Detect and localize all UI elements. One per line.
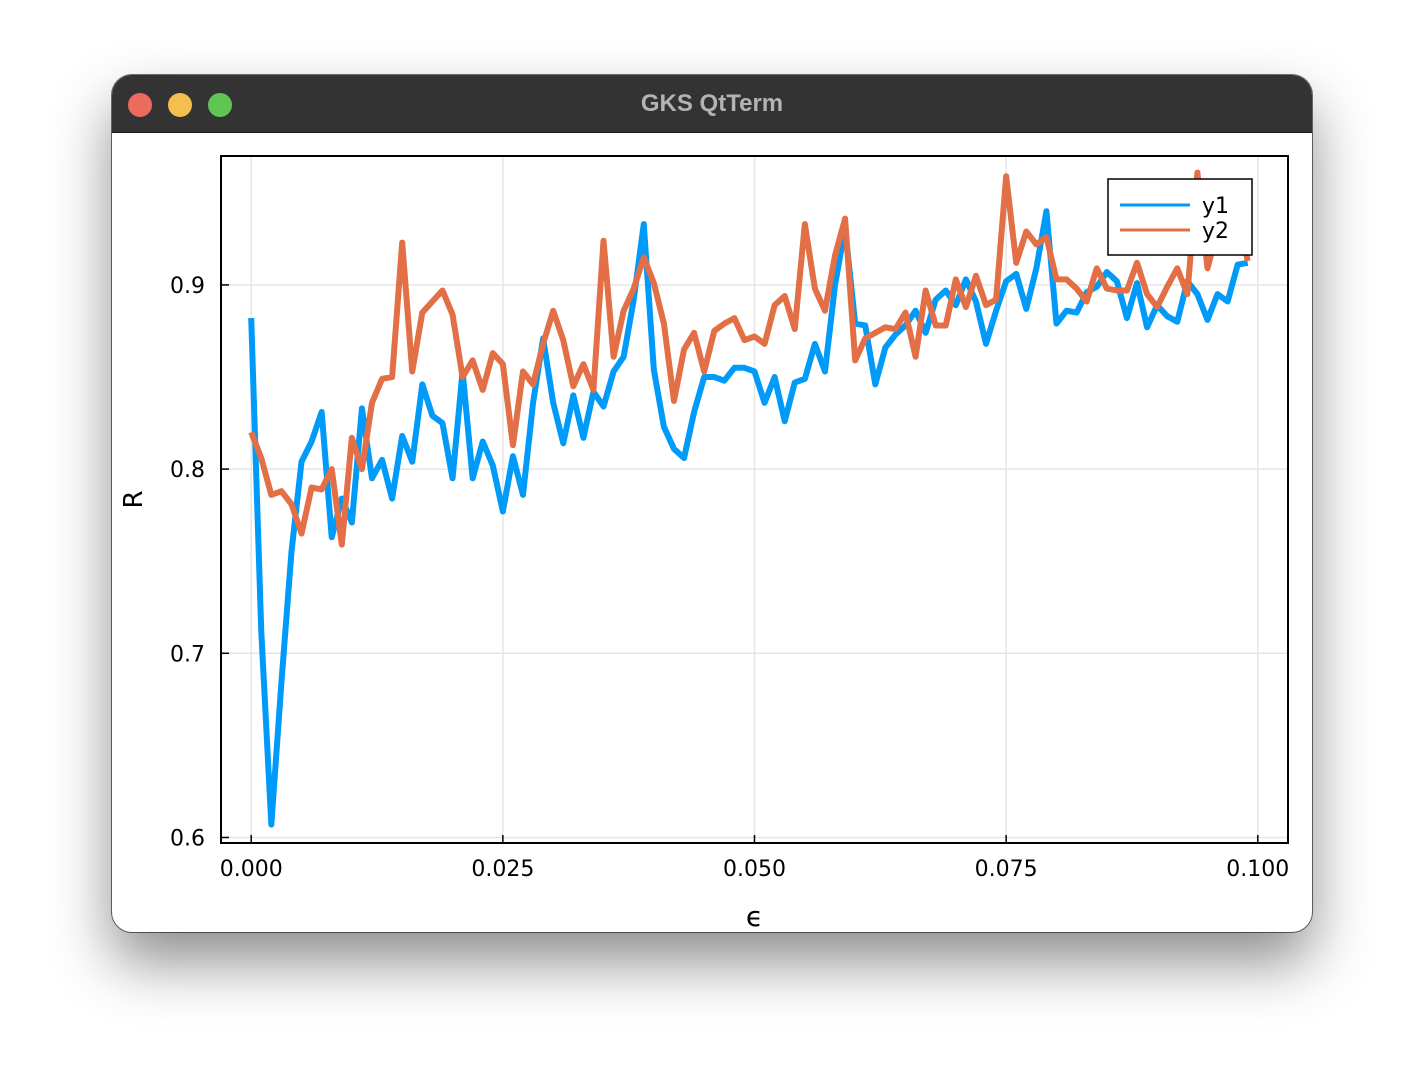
maximize-button[interactable] (208, 93, 232, 117)
plot-area: 0.000 0.025 0.050 0.075 0.100 0.6 0.7 0.8 0.9 ϵ … (112, 133, 1312, 932)
legend: y1 y2 (1107, 178, 1253, 256)
x-tick-label: 0.100 (1226, 857, 1289, 882)
axis-ticks: 0.000 0.025 0.050 0.075 0.100 0.6 0.7 0.8 0.9 (170, 274, 1289, 882)
x-tick-label: 0.025 (471, 857, 534, 882)
x-tick-label: 0.075 (975, 857, 1038, 882)
y-axis-label: R (119, 490, 149, 508)
x-tick-label: 0.050 (723, 857, 786, 882)
legend-label-y1: y1 (1202, 194, 1229, 219)
series-line-y2 (248, 169, 1251, 548)
plot-window: GKS QtTerm 0.000 0.025 0.050 0.075 0.100 0.6 0… (112, 75, 1312, 932)
window-title: GKS QtTerm (640, 90, 784, 117)
y-tick-label: 0.9 (170, 274, 205, 299)
minimize-button[interactable] (168, 93, 192, 117)
series-line-y1 (248, 208, 1249, 828)
y-tick-label: 0.8 (170, 458, 205, 483)
y-tick-label: 0.7 (170, 642, 205, 667)
legend-box (1107, 178, 1253, 256)
y-tick-label: 0.6 (170, 826, 205, 851)
title-bar[interactable]: GKS QtTerm (112, 75, 1312, 133)
legend-label-y2: y2 (1202, 219, 1229, 244)
close-button[interactable] (128, 93, 152, 117)
grid-lines (221, 156, 1288, 843)
x-tick-label: 0.000 (220, 857, 283, 882)
x-axis-label: ϵ (746, 900, 763, 932)
series-lines (248, 169, 1251, 828)
